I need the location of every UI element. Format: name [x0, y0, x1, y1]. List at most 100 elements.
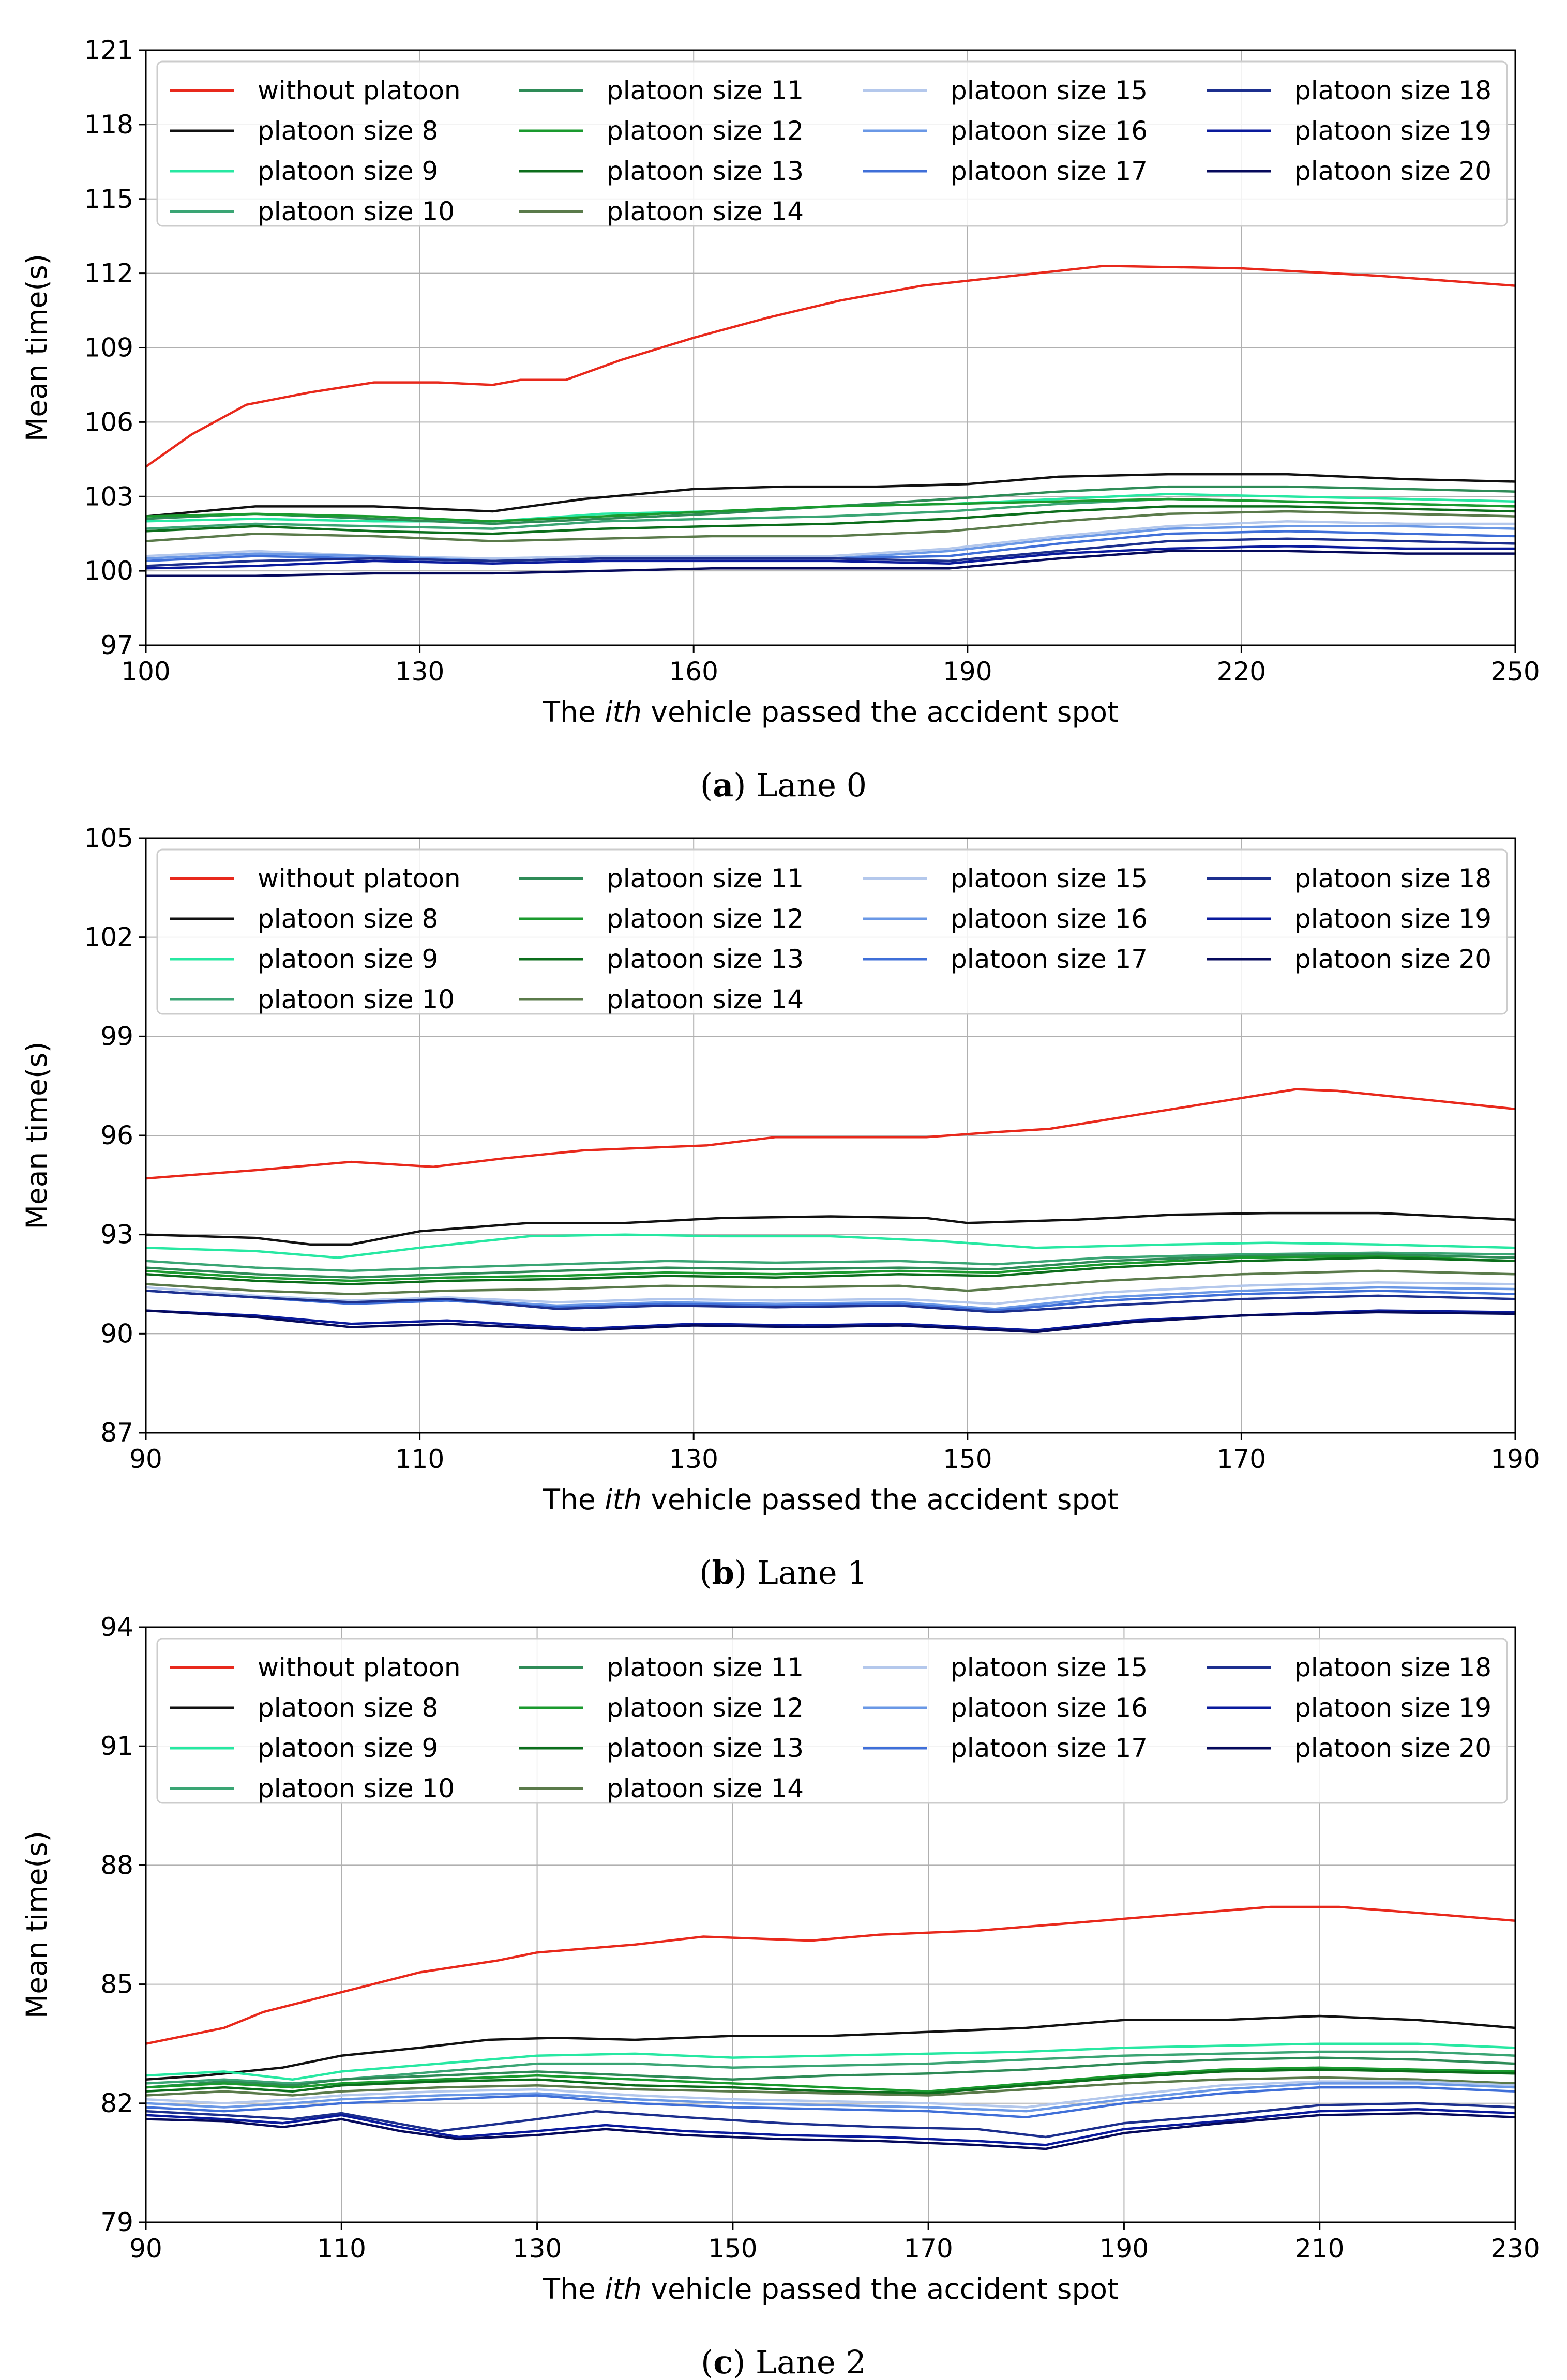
x-axis-title-post: vehicle passed the accident spot: [642, 1483, 1119, 1516]
x-axis-title-em: ith: [605, 2272, 642, 2306]
legend-label: platoon size 17: [951, 1733, 1148, 1763]
y-tick-label: 82: [100, 2088, 133, 2118]
legend-label: platoon size 12: [607, 1693, 804, 1723]
legend-label: platoon size 9: [258, 944, 438, 974]
y-tick-label: 87: [100, 1418, 133, 1448]
panel-caption: (c) Lane 2: [701, 2343, 866, 2380]
y-tick-label: 88: [100, 1850, 133, 1880]
x-axis-title: The ith vehicle passed the accident spot: [542, 2272, 1118, 2306]
series-line-platoon-size-13: [146, 505, 1515, 535]
legend-label: platoon size 20: [1294, 156, 1491, 186]
caption-paren-close: ): [733, 2343, 745, 2380]
legend-label: platoon size 14: [607, 984, 804, 1014]
series-line-platoon-size-18: [146, 2102, 1515, 2139]
series-line-platoon-size-8: [146, 1211, 1515, 1246]
y-axis-title: Mean time(s): [20, 254, 53, 442]
y-tick-label: 90: [100, 1318, 133, 1348]
legend-label: platoon size 16: [951, 116, 1148, 146]
legend-box: [156, 848, 1508, 1015]
legend-label: platoon size 8: [258, 1693, 438, 1723]
x-tick-label: 130: [395, 657, 444, 687]
series-line-platoon-size-11: [146, 2056, 1515, 2089]
legend-label: platoon size 8: [258, 904, 438, 934]
x-tick-label: 190: [1490, 1444, 1540, 1474]
caption-paren-open: (: [701, 2343, 713, 2380]
legend-label: platoon size 10: [258, 196, 455, 226]
y-tick-label: 121: [84, 35, 133, 65]
series-line-without-platoon: [146, 1088, 1515, 1180]
panel-caption: (a) Lane 0: [700, 766, 867, 804]
x-axis-title-em: ith: [605, 695, 642, 729]
x-tick-label: 220: [1217, 657, 1266, 687]
legend: without platoon platoon size 8 platoon siz…: [156, 1638, 1508, 1804]
x-tick-label: 150: [708, 2234, 757, 2264]
series-line-platoon-size-8: [146, 2014, 1515, 2081]
legend-box: [156, 60, 1508, 227]
series-line-platoon-size-18: [146, 1290, 1515, 1314]
y-tick-label: 105: [84, 823, 133, 853]
series-line-platoon-size-16: [146, 2082, 1515, 2113]
x-tick-label: 150: [943, 1444, 992, 1474]
x-tick-label: 90: [129, 2234, 162, 2264]
caption-text: Lane 0: [746, 766, 867, 804]
legend-label: platoon size 15: [951, 1653, 1148, 1682]
series-line-platoon-size-14: [146, 510, 1515, 542]
y-tick-label: 106: [84, 407, 133, 437]
x-tick-label: 160: [669, 657, 718, 687]
legend: without platoon platoon size 8 platoon siz…: [156, 60, 1508, 227]
legend-label: platoon size 17: [951, 944, 1148, 974]
series-line-without-platoon: [146, 1905, 1515, 2045]
legend-label: platoon size 18: [1294, 863, 1491, 893]
legend-label: platoon size 13: [607, 1733, 804, 1763]
y-axis-title: Mean time(s): [20, 1041, 53, 1229]
series-line-platoon-size-15: [146, 2080, 1515, 2109]
x-tick-label: 230: [1490, 2234, 1540, 2264]
legend-label: platoon size 19: [1294, 1693, 1491, 1723]
chart-panel-c: 90 110 130 150 170 190 210 230 79 82 85 88 91 94 The i…: [20, 1612, 1540, 2380]
legend-label: platoon size 20: [1294, 1733, 1491, 1763]
x-axis-title-pre: The: [542, 1483, 605, 1516]
series-line-platoon-size-17: [146, 1290, 1515, 1312]
y-tick-label: 115: [84, 184, 133, 214]
series-line-platoon-size-9: [146, 1233, 1515, 1259]
x-tick-label: 210: [1295, 2234, 1344, 2264]
y-tick-label: 91: [100, 1731, 133, 1761]
chart-panel-a: 100 130 160 190 220 2509710010310610911211511…: [20, 35, 1540, 804]
caption-letter: c: [713, 2343, 733, 2380]
series-line-platoon-size-13: [146, 1256, 1515, 1285]
legend-box: [156, 1638, 1508, 1804]
x-axis-title-post: vehicle passed the accident spot: [642, 2272, 1119, 2306]
caption-paren-close: ): [733, 766, 746, 804]
x-axis-title: The ith vehicle passed the accident spot: [542, 1483, 1118, 1516]
x-tick-label: 90: [129, 1444, 162, 1474]
series-group: [146, 264, 1515, 577]
series-line-platoon-size-13: [146, 2068, 1515, 2095]
y-tick-label: 79: [100, 2207, 133, 2237]
legend-label: platoon size 16: [951, 904, 1148, 934]
y-tick-label: 93: [100, 1220, 133, 1250]
series-line-platoon-size-19: [146, 2108, 1515, 2146]
series-line-platoon-size-20: [146, 2112, 1515, 2150]
x-tick-label: 110: [395, 1444, 444, 1474]
legend-label: platoon size 16: [951, 1693, 1148, 1723]
caption-paren-close: ): [734, 1554, 747, 1591]
x-tick-label: 250: [1490, 657, 1540, 687]
legend-label: platoon size 13: [607, 156, 804, 186]
legend-label: without platoon: [258, 863, 461, 893]
x-tick-label: 170: [1217, 1444, 1266, 1474]
series-line-platoon-size-17: [146, 2086, 1515, 2118]
series-line-platoon-size-10: [146, 1251, 1515, 1272]
legend-label: platoon size 9: [258, 1733, 438, 1763]
legend-label: platoon size 18: [1294, 1653, 1491, 1682]
series-line-platoon-size-20: [146, 1309, 1515, 1333]
series-line-platoon-size-15: [146, 1281, 1515, 1306]
y-tick-label: 100: [84, 556, 133, 586]
legend-label: platoon size 11: [607, 75, 804, 105]
x-tick-label: 110: [317, 2234, 366, 2264]
plot-frame: [145, 1626, 1516, 2223]
y-tick-label: 102: [84, 922, 133, 952]
legend-label: platoon size 14: [607, 1773, 804, 1803]
y-tick-label: 96: [100, 1120, 133, 1150]
y-tick-label: 118: [84, 110, 133, 140]
